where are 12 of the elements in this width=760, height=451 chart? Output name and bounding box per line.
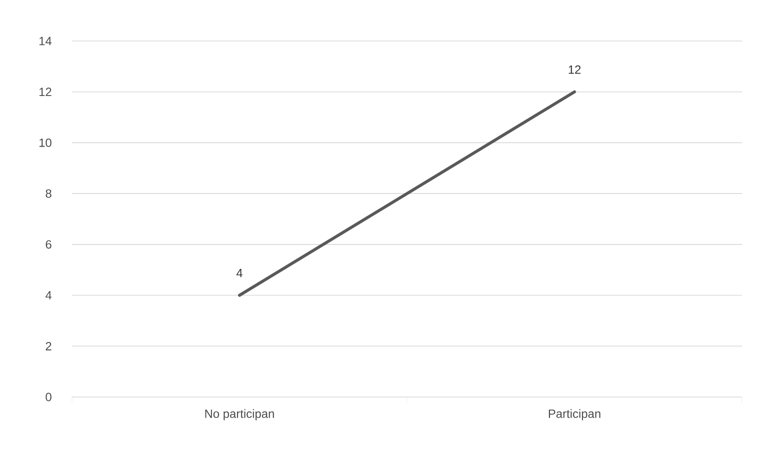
y-tick-label: 14: [39, 36, 52, 46]
x-tick-label: No participan: [205, 409, 274, 420]
y-tick-label: 6: [46, 240, 52, 249]
data-label: 4: [236, 268, 242, 278]
y-tick-label: 2: [46, 342, 52, 350]
x-tick-label: Participan: [548, 409, 600, 420]
y-tick-label: 8: [46, 189, 52, 198]
y-tick-label: 10: [39, 138, 52, 147]
data-label: 12: [568, 65, 581, 74]
y-tick-label: 12: [39, 88, 52, 96]
y-tick-label: 4: [46, 291, 52, 300]
y-tick-label: 0: [46, 392, 52, 402]
